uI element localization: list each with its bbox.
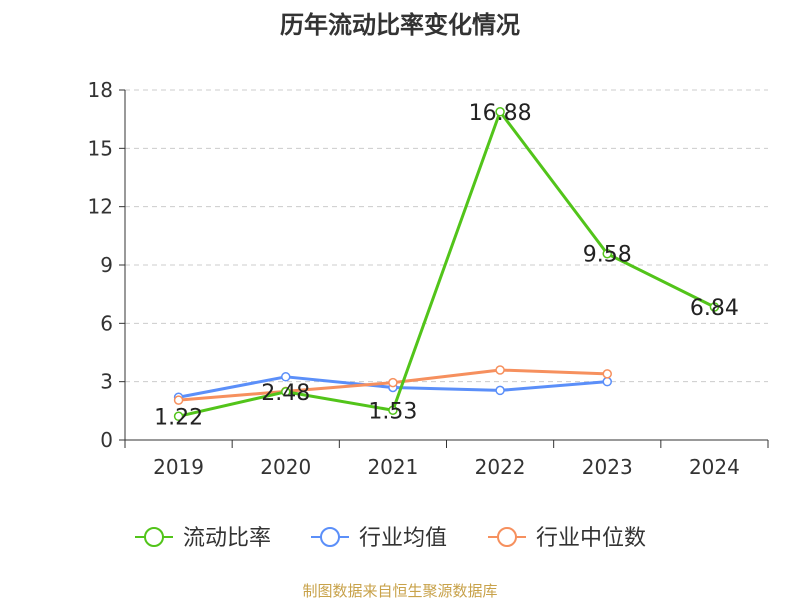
data-label: 16.88 bbox=[469, 101, 532, 126]
series-group bbox=[173, 107, 720, 422]
y-tick-label: 3 bbox=[100, 370, 113, 394]
data-labels: 1.22 2.48 1.53 16.88 9.58 6.84 bbox=[154, 101, 739, 430]
data-point bbox=[495, 385, 505, 396]
data-point bbox=[602, 376, 612, 387]
y-tick-label: 12 bbox=[88, 195, 113, 219]
x-tick-label: 2020 bbox=[260, 455, 311, 479]
grid-lines bbox=[125, 89, 768, 383]
data-point bbox=[602, 369, 612, 379]
source-note: 制图数据来自恒生聚源数据库 bbox=[302, 582, 497, 600]
data-label: 1.53 bbox=[368, 399, 417, 424]
legend-marker bbox=[320, 527, 340, 547]
data-point bbox=[281, 372, 291, 382]
data-label: 1.22 bbox=[154, 405, 203, 430]
legend-marker bbox=[497, 527, 517, 547]
x-tick-label: 2022 bbox=[475, 455, 526, 479]
legend-label: 流动比率 bbox=[183, 526, 271, 551]
legend-item: 行业均值 bbox=[311, 526, 447, 551]
chart-title: 历年流动比率变化情况 bbox=[280, 11, 520, 39]
x-tick-label: 2024 bbox=[689, 455, 740, 479]
data-point bbox=[173, 411, 184, 422]
y-axis: 0 3 6 9 12 15 18 bbox=[88, 78, 126, 452]
data-label: 6.84 bbox=[690, 296, 739, 321]
data-label: 9.58 bbox=[583, 243, 632, 268]
data-point bbox=[388, 377, 398, 388]
y-tick-label: 0 bbox=[100, 428, 113, 452]
y-tick-label: 6 bbox=[100, 311, 113, 335]
data-point bbox=[495, 107, 505, 117]
data-point bbox=[281, 387, 291, 397]
legend-item: 流动比率 bbox=[135, 526, 271, 551]
series-line-0 bbox=[178, 110, 716, 418]
data-point bbox=[602, 248, 612, 259]
legend: 流动比率 行业均值 行业中位数 bbox=[135, 526, 646, 551]
y-tick-label: 15 bbox=[88, 136, 113, 160]
data-point bbox=[709, 302, 720, 312]
legend-label: 行业中位数 bbox=[536, 526, 646, 551]
data-point bbox=[173, 395, 184, 405]
x-tick-label: 2021 bbox=[367, 455, 418, 479]
data-point bbox=[388, 405, 398, 415]
legend-label: 行业均值 bbox=[359, 526, 447, 551]
legend-item: 行业中位数 bbox=[488, 526, 646, 551]
data-point bbox=[495, 365, 505, 375]
x-tick-label: 2019 bbox=[153, 455, 204, 479]
y-tick-label: 18 bbox=[88, 78, 113, 102]
x-axis: 2019 2020 2021 2022 2023 2024 bbox=[124, 439, 769, 479]
legend-marker bbox=[144, 527, 164, 547]
y-tick-label: 9 bbox=[100, 253, 113, 277]
x-tick-label: 2023 bbox=[582, 455, 633, 479]
data-label: 2.48 bbox=[261, 381, 310, 406]
